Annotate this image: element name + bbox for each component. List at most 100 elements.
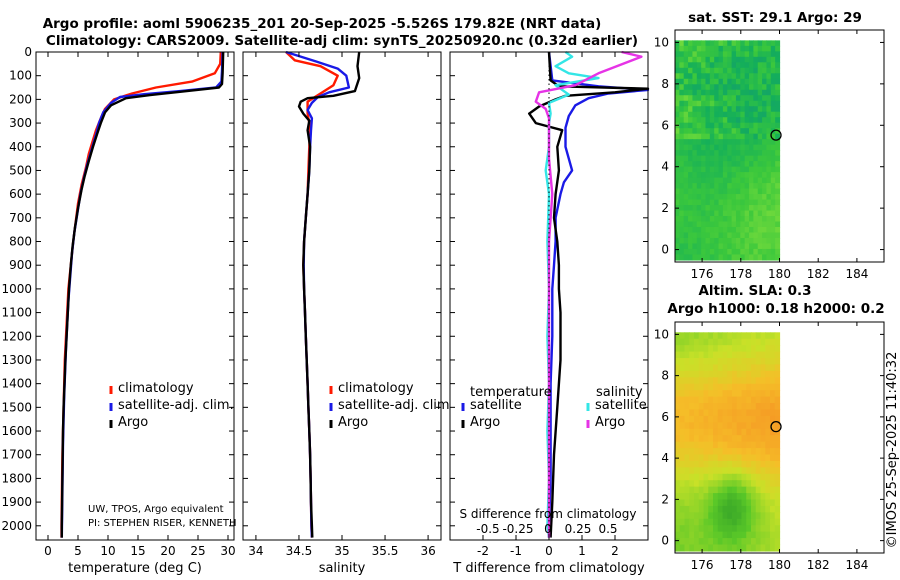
heatmap-cell	[684, 351, 690, 359]
heatmap-cell	[692, 254, 698, 261]
heatmap-cell	[675, 390, 681, 398]
heatmap-cell	[753, 243, 759, 250]
heatmap-cell	[701, 56, 707, 63]
heatmap-cell	[774, 345, 781, 353]
heatmap-cell	[694, 499, 700, 507]
heatmap-cell	[713, 396, 719, 404]
heatmap-cell	[692, 243, 698, 250]
heatmap-cell	[760, 390, 766, 398]
heatmap-cell	[684, 364, 690, 372]
heatmap-cell	[675, 73, 680, 80]
heatmap-cell	[735, 216, 741, 223]
heatmap-cell	[775, 221, 781, 228]
heatmap-cell	[689, 467, 695, 475]
heatmap-cell	[703, 364, 709, 372]
heatmap-cell	[705, 133, 711, 140]
heatmap-cell	[675, 62, 680, 69]
heatmap-cell	[755, 467, 762, 475]
heatmap-cell	[744, 89, 750, 96]
heatmap-cell	[757, 133, 763, 140]
heatmap-cell	[727, 518, 733, 526]
heatmap-cell	[696, 133, 702, 140]
heatmap-cell	[770, 531, 776, 539]
difference-panel: -2 -1 0 1 2T difference from climatologytemp…	[449, 50, 650, 576]
heatmap-cell	[684, 499, 690, 507]
heatmap-cell	[692, 106, 698, 113]
heatmap-cell	[708, 518, 714, 526]
heatmap-cell	[714, 199, 720, 206]
heatmap-cell	[703, 409, 709, 417]
heatmap-cell	[751, 338, 757, 346]
heatmap-cell	[701, 62, 707, 69]
heatmap-cell	[679, 480, 686, 488]
heatmap-cell	[766, 100, 772, 107]
heatmap-cell	[705, 232, 711, 239]
heatmap-cell	[717, 396, 724, 404]
heatmap-cell	[735, 45, 741, 52]
heatmap-cell	[775, 84, 781, 91]
heatmap-cell	[679, 332, 686, 340]
x-tick-label: 34.5	[286, 544, 313, 558]
heatmap-cell	[760, 364, 766, 372]
heatmap-cell	[749, 166, 754, 173]
heatmap-cell	[698, 454, 705, 462]
heatmap-cell	[751, 377, 757, 385]
y-tick-label: 2	[661, 201, 669, 215]
heatmap-cell	[753, 40, 759, 47]
heatmap-cell	[770, 460, 776, 468]
heatmap-cell	[751, 351, 757, 359]
heatmap-cell	[722, 210, 728, 217]
heatmap-cell	[765, 351, 771, 359]
heatmap-cell	[696, 205, 702, 212]
heatmap-cell	[751, 505, 757, 513]
heatmap-cell	[770, 133, 776, 140]
heatmap-cell	[760, 377, 766, 385]
heatmap-cell	[736, 512, 743, 520]
heatmap-cell	[731, 150, 737, 157]
heatmap-cell	[755, 396, 762, 404]
heatmap-cell	[775, 51, 781, 58]
heatmap-cell	[689, 370, 695, 378]
heatmap-cell	[703, 332, 709, 340]
heatmap-cell	[753, 150, 759, 157]
heatmap-cell	[757, 194, 763, 201]
heatmap-cell	[766, 232, 772, 239]
heatmap-cell	[755, 435, 762, 443]
heatmap-cell	[701, 183, 707, 190]
heatmap-cell	[775, 78, 781, 85]
heatmap-cell	[696, 122, 702, 129]
heatmap-cell	[735, 177, 741, 184]
heatmap-cell	[679, 370, 686, 378]
y-tick-label: 400	[9, 140, 32, 154]
heatmap-cell	[757, 67, 763, 74]
heatmap-cell	[751, 467, 757, 475]
heatmap-cell	[688, 205, 694, 212]
heatmap-cell	[727, 183, 733, 190]
heatmap-cell	[675, 161, 680, 168]
heatmap-cell	[762, 221, 768, 228]
heatmap-cell	[751, 390, 757, 398]
heatmap-cell	[770, 525, 776, 533]
heatmap-cell	[744, 210, 750, 217]
heatmap-cell	[736, 435, 743, 443]
heatmap-cell	[705, 95, 711, 102]
heatmap-cell	[684, 486, 690, 494]
heatmap-cell	[694, 486, 700, 494]
heatmap-cell	[679, 100, 685, 107]
heatmap-cell	[679, 467, 686, 475]
heatmap-cell	[746, 531, 752, 539]
heatmap-cell	[709, 150, 715, 157]
heatmap-cell	[770, 243, 776, 250]
heatmap-cell	[717, 435, 724, 443]
heatmap-cell	[683, 111, 689, 118]
heatmap-cell	[708, 409, 714, 417]
heatmap-cell	[753, 188, 759, 195]
x-tick-label: 25	[190, 544, 205, 558]
heatmap-cell	[762, 56, 768, 63]
heatmap-cell	[708, 493, 714, 501]
heatmap-cell	[713, 525, 719, 533]
heatmap-cell	[736, 345, 743, 353]
heatmap-cell	[762, 199, 768, 206]
heatmap-cell	[774, 409, 781, 417]
heatmap-cell	[753, 144, 759, 151]
